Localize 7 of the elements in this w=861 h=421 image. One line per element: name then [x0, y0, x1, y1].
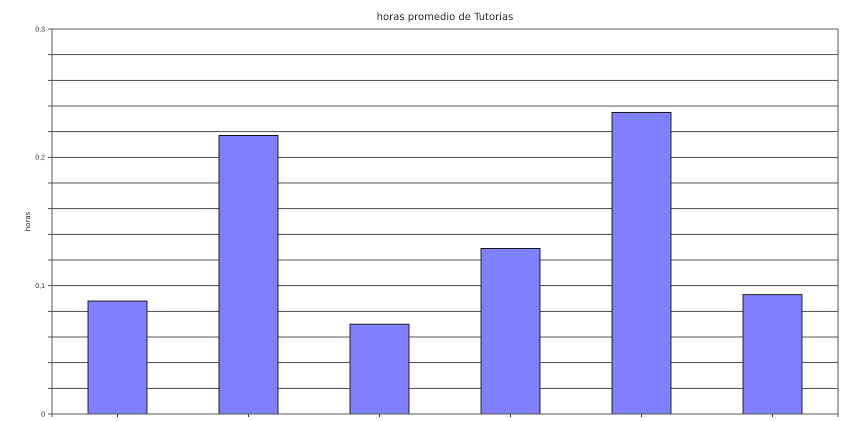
- bar: [88, 300, 148, 414]
- bar: [218, 135, 278, 414]
- bar: [742, 294, 802, 414]
- bar: [480, 248, 540, 414]
- chart-title: horas promedio de Tutorias: [376, 12, 514, 23]
- bar: [350, 324, 410, 414]
- bar: [612, 112, 672, 414]
